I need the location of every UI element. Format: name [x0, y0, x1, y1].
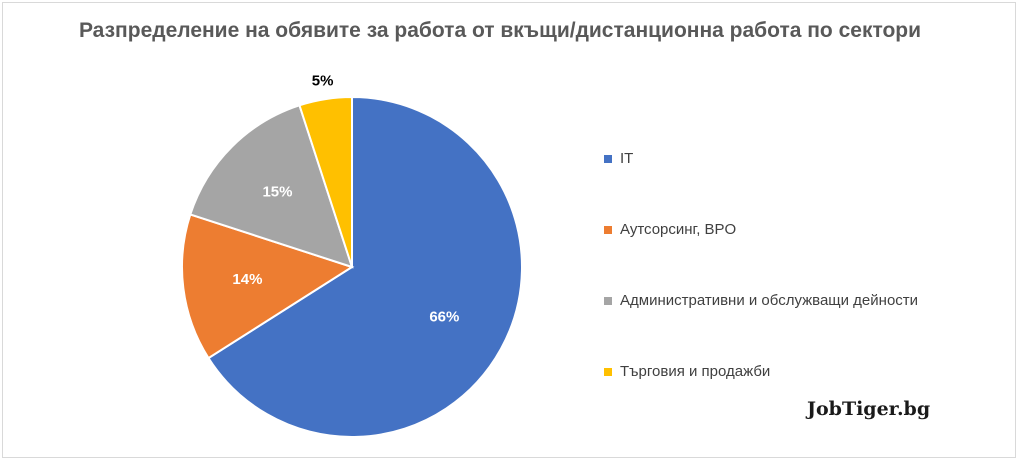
legend-label-outsourcing: Аутсорсинг, BPO	[620, 221, 737, 238]
legend-item-trade-sales: Търговия и продажби	[604, 363, 770, 380]
jobtiger-watermark: JobTiger.bg	[807, 398, 931, 420]
legend-label-trade-sales: Търговия и продажби	[620, 363, 771, 380]
legend-label-it: IT	[620, 150, 634, 167]
pie-data-labels: 66% 14% 15% 5%	[232, 72, 459, 325]
legend-swatch-outsourcing	[604, 225, 612, 234]
pie-slice-0	[207, 95, 523, 438]
legend-item-administrative: Административни и обслужващи дейности	[604, 292, 918, 309]
pie-slice-1	[181, 213, 355, 360]
pie-slices	[181, 95, 523, 438]
legend-item-outsourcing: Аутсорсинг, BPO	[604, 221, 736, 238]
pie-slice-3	[298, 95, 353, 268]
legend-item-it: IT	[604, 150, 633, 167]
chart-title: Разпределение на обявите за работа от вк…	[78, 19, 922, 42]
legend-swatch-administrative	[604, 296, 612, 305]
data-label-1: 14%	[232, 271, 262, 288]
legend-swatch-trade-sales	[604, 367, 612, 376]
legend-label-administrative: Административни и обслужващи дейности	[620, 292, 919, 309]
data-label-0: 66%	[429, 309, 459, 326]
legend-swatch-it	[604, 154, 612, 163]
data-label-3: 5%	[312, 72, 334, 89]
data-label-2: 15%	[262, 183, 292, 200]
